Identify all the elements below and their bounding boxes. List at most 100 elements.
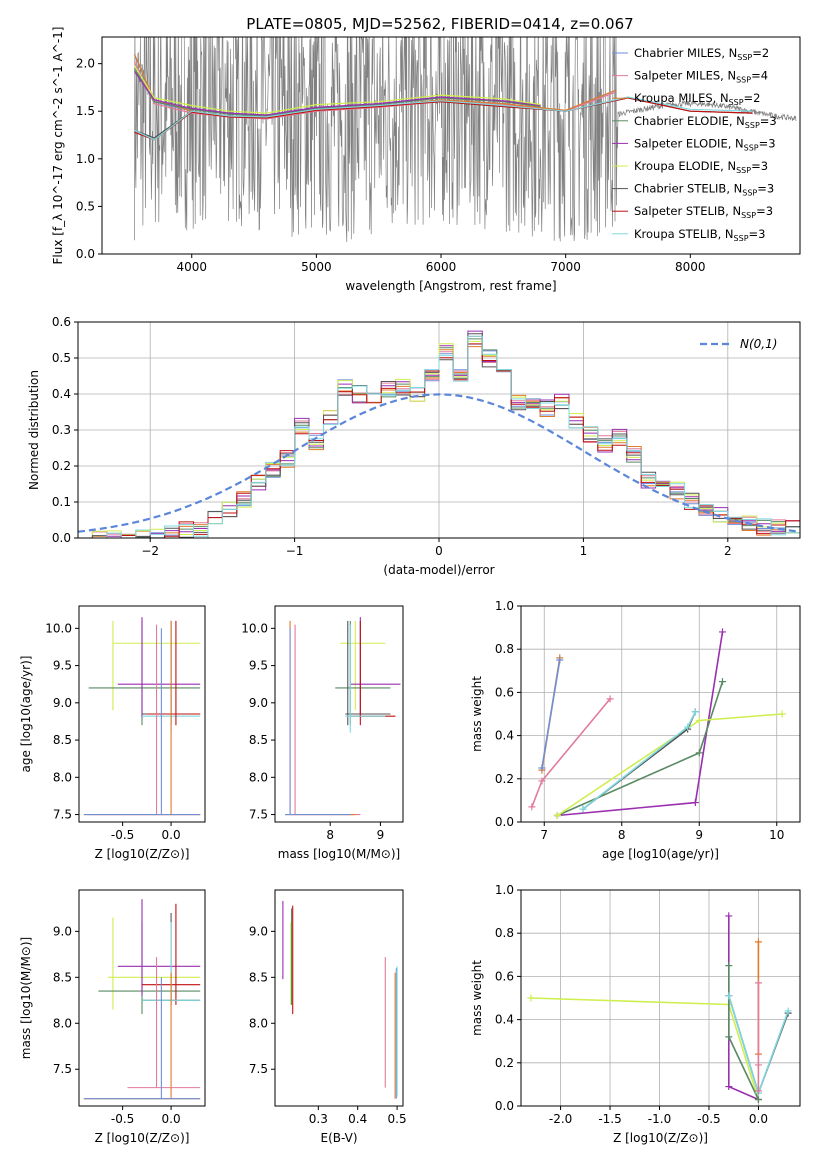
weight_vs_Z-plot-area <box>527 912 792 1104</box>
age_vs_mass-ytick-label: 8.0 <box>249 770 268 784</box>
weight_vs_age-ytick-label: 0.4 <box>495 729 514 743</box>
weight-marker <box>527 994 535 1002</box>
age_vs_mass-ytick-label: 8.5 <box>249 733 268 747</box>
age_vs_Z-ytick-label: 8.0 <box>53 770 72 784</box>
weight_vs_age-plot-area <box>528 628 786 820</box>
age_vs_Z-xlabel: Z [log10(Z/Z⊙)] <box>95 847 190 861</box>
weight_vs_age-xtick-label: 8 <box>618 828 626 842</box>
weight_vs_age-ytick-label: 0.8 <box>495 642 514 656</box>
legend-label: Chabrier MILES, NSSP=2 <box>634 46 769 62</box>
age_vs_mass-plot-area <box>285 617 401 816</box>
weight-marker <box>778 710 786 718</box>
legend-label: Chabrier ELODIE, NSSP=3 <box>634 114 777 130</box>
weight_vs_Z-ytick-label: 0.0 <box>495 1099 514 1113</box>
mass_vs_Z-xtick-label: 0.0 <box>162 1112 181 1126</box>
weight-marker <box>725 912 733 920</box>
residual_hist-xtick-label: 1 <box>580 544 588 558</box>
legend-label: Salpeter MILES, NSSP=4 <box>634 69 768 85</box>
residual_hist-xtick-label: 0 <box>435 544 443 558</box>
spectrum-xlabel: wavelength [Angstrom, rest frame] <box>345 279 556 293</box>
weight-line <box>557 681 724 817</box>
spectrum-xtick-label: 8000 <box>675 260 706 274</box>
weight-marker <box>719 678 726 686</box>
age_vs_Z-ytick-label: 10.0 <box>45 621 72 635</box>
mass_vs_EBV-frame <box>274 889 404 1107</box>
weight_vs_Z-xtick-label: -1.0 <box>648 1112 671 1126</box>
weight-marker <box>725 1033 733 1041</box>
weight-marker <box>719 628 726 636</box>
weight-marker <box>754 1061 762 1069</box>
weight-marker <box>725 962 733 970</box>
legend-label: Salpeter ELODIE, NSSP=3 <box>634 136 776 152</box>
residual_hist-ytick-label: 0.5 <box>52 351 71 365</box>
weight_vs_age-frame <box>520 605 801 823</box>
weight-marker <box>553 812 561 820</box>
age_vs_mass-xlabel: mass [log10(M/M⊙)] <box>278 847 400 861</box>
spectrum-ytick-label: 1.0 <box>76 152 95 166</box>
residual_hist-ytick-label: 0.4 <box>52 387 71 401</box>
weight-line <box>541 659 561 769</box>
residual_hist-xtick-label: 2 <box>724 544 732 558</box>
weight_vs_Z-ytick-label: 1.0 <box>495 883 514 897</box>
weight_vs_age-xtick-label: 9 <box>695 828 703 842</box>
weight_vs_age-ytick-label: 0.6 <box>495 685 514 699</box>
mass_vs_EBV-ytick-label: 9.0 <box>249 924 268 938</box>
weight-marker <box>754 1096 762 1104</box>
mass_vs_Z-ytick-label: 9.0 <box>53 924 72 938</box>
weight_vs_age-axes: 7 8 9 10 0.0 0.2 0.4 0.6 0.8 1.0 age [log10(age/yr… <box>470 599 801 861</box>
age_vs_mass-frame <box>274 605 404 823</box>
age_vs_Z-frame <box>78 605 206 823</box>
age_vs_mass-xtick-label: 8 <box>326 828 334 842</box>
weight_vs_Z-xtick-label: -0.5 <box>697 1112 720 1126</box>
age_vs_Z-ylabel: age [log10(age/yr)] <box>19 656 33 773</box>
mass_vs_EBV-axes: 0.3 0.4 0.5 7.5 8.0 8.5 9.0 E(B-V) <box>249 889 407 1145</box>
weight_vs_age-ytick-label: 0.2 <box>495 772 514 786</box>
residual_hist-xtick-label: −1 <box>286 544 304 558</box>
mass_vs_Z-plot-area <box>83 899 201 1100</box>
weight_vs_Z-ylabel: mass weight <box>470 960 484 1036</box>
residual_hist-ytick-label: 0.6 <box>52 315 71 329</box>
mass_vs_Z-ytick-label: 7.5 <box>53 1062 72 1076</box>
mass_vs_EBV-xlabel: E(B-V) <box>320 1131 357 1145</box>
model-spectrum-line <box>133 65 541 114</box>
age_vs_mass-ytick-label: 10.0 <box>241 621 268 635</box>
spectrum-ytick-label: 0.0 <box>76 247 95 261</box>
age_vs_Z-ytick-label: 8.5 <box>53 733 72 747</box>
residual_hist-ytick-label: 0.0 <box>52 531 71 545</box>
spectrum-xtick-label: 7000 <box>550 260 581 274</box>
weight-marker <box>528 803 536 811</box>
spectrum-ytick-label: 2.0 <box>76 57 95 71</box>
legend-label: Chabrier STELIB, NSSP=3 <box>634 182 774 198</box>
age_vs_Z-plot-area <box>83 617 201 816</box>
mass_vs_EBV-ytick-label: 8.0 <box>249 1016 268 1030</box>
weight-line <box>530 997 760 1100</box>
mass_vs_EBV-xtick-label: 0.4 <box>348 1112 367 1126</box>
legend-label: Salpeter STELIB, NSSP=3 <box>634 204 773 220</box>
model-spectrum-line <box>134 96 753 141</box>
residual_hist-plot-area <box>78 330 800 538</box>
weight-marker <box>556 656 564 664</box>
weight_vs_age-xtick-label: 10 <box>769 828 784 842</box>
hist-step-line <box>78 335 800 538</box>
residual_hist-xlabel: (data-model)/error <box>383 563 494 577</box>
weight_vs_Z-xtick-label: -2.0 <box>549 1112 572 1126</box>
weight_vs_Z-ytick-label: 0.8 <box>495 926 514 940</box>
model-spectrum-line <box>133 70 541 116</box>
age_vs_Z-ytick-label: 9.0 <box>53 696 72 710</box>
weight_vs_Z-axes: -2.0 -1.5 -1.0 -0.5 0.0 0.0 0.2 0.4 0.6 0.8 1.0 Z [… <box>470 883 801 1145</box>
age_vs_Z-axes: -0.5 0.0 7.5 8.0 8.5 9.0 9.5 10.0 Z [log10(Z/Z⊙)… <box>19 605 206 861</box>
mass_vs_EBV-ytick-label: 7.5 <box>249 1062 268 1076</box>
legend-label: Kroupa STELIB, NSSP=3 <box>634 227 765 243</box>
age_vs_Z-xtick-label: -0.5 <box>111 828 134 842</box>
weight_vs_age-ytick-label: 0.0 <box>495 815 514 829</box>
spectrum-axes: 4000 5000 6000 7000 8000 0.0 0.5 1.0 1.5 2.0 wavel… <box>51 27 801 293</box>
weight-marker <box>579 805 587 813</box>
weight-marker <box>754 938 762 946</box>
mass_vs_Z-ytick-label: 8.5 <box>53 970 72 984</box>
age_vs_mass-ytick-label: 7.5 <box>249 808 268 822</box>
residual_hist-ytick-label: 0.2 <box>52 459 71 473</box>
legend-label: Kroupa ELODIE, NSSP=3 <box>634 159 768 175</box>
mass_vs_EBV-plot-area <box>282 901 398 1099</box>
age_vs_Z-ytick-label: 9.5 <box>53 659 72 673</box>
weight_vs_Z-ytick-label: 0.4 <box>495 1013 514 1027</box>
